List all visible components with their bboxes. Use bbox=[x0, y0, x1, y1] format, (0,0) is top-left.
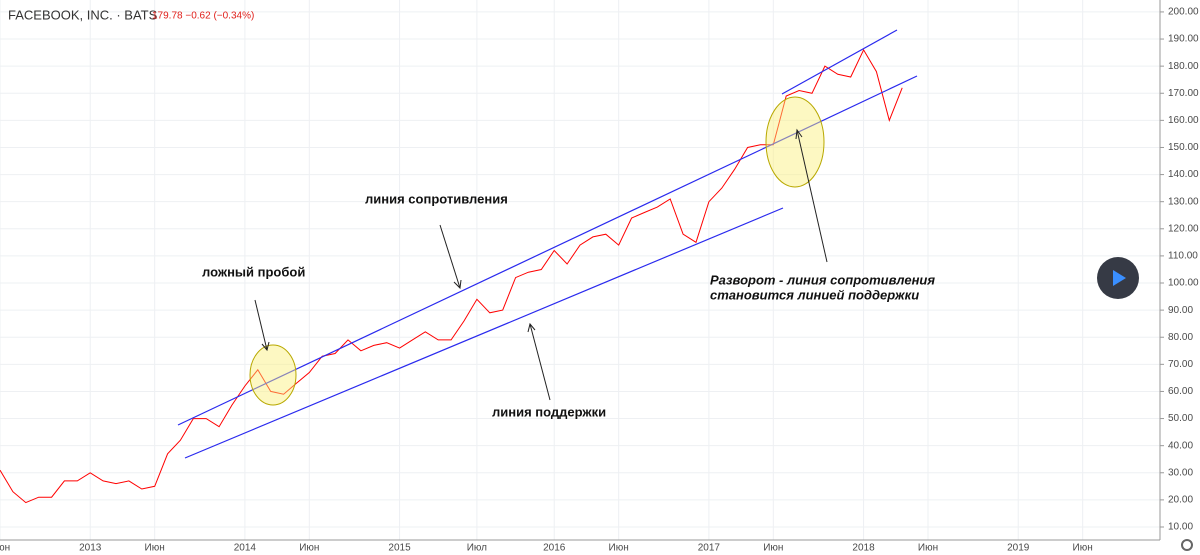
x-tick-label: 2019 bbox=[1007, 543, 1030, 554]
y-tick-label: 150.00 bbox=[1168, 142, 1199, 153]
x-tick-label: 2018 bbox=[852, 543, 875, 554]
x-tick-label: 2016 bbox=[543, 543, 566, 554]
y-tick-label: 130.00 bbox=[1168, 196, 1199, 207]
x-tick-label: Июн bbox=[1073, 543, 1093, 554]
x-tick-label: Июн bbox=[0, 543, 10, 554]
annotation: линия сопротивления bbox=[365, 191, 508, 206]
highlight bbox=[249, 344, 297, 406]
x-tick-label: Июн bbox=[299, 543, 319, 554]
y-tick-label: 80.00 bbox=[1168, 332, 1193, 343]
support-line bbox=[184, 207, 784, 459]
y-tick-label: 70.00 bbox=[1168, 359, 1193, 370]
x-tick-label: Июн bbox=[145, 543, 165, 554]
x-tick-label: Июн bbox=[763, 543, 783, 554]
y-tick-label: 170.00 bbox=[1168, 88, 1199, 99]
y-tick-label: 60.00 bbox=[1168, 386, 1193, 397]
x-tick-label: Июн bbox=[609, 543, 629, 554]
chart-title: FACEBOOK, INC. · BATS bbox=[8, 7, 158, 22]
y-tick-label: 30.00 bbox=[1168, 467, 1193, 478]
y-tick-label: 200.00 bbox=[1168, 7, 1199, 18]
y-tick-label: 160.00 bbox=[1168, 115, 1199, 126]
y-tick-label: 90.00 bbox=[1168, 305, 1193, 316]
x-tick-label: Июн bbox=[918, 543, 938, 554]
x-tick-label: 2015 bbox=[388, 543, 411, 554]
settings-icon[interactable] bbox=[1181, 539, 1193, 551]
x-tick-label: 2017 bbox=[698, 543, 721, 554]
grid bbox=[0, 0, 1160, 540]
annotation: линия поддержки bbox=[492, 404, 606, 419]
y-tick-label: 20.00 bbox=[1168, 495, 1193, 506]
annotation: Разворот - линия сопротивления bbox=[710, 272, 935, 287]
x-tick-label: 2013 bbox=[79, 543, 102, 554]
price-line bbox=[0, 48, 903, 504]
annotation: ложный пробой bbox=[202, 264, 305, 279]
y-tick-label: 190.00 bbox=[1168, 34, 1199, 45]
channel-line bbox=[781, 29, 898, 95]
play-icon bbox=[1113, 270, 1126, 286]
y-tick-label: 180.00 bbox=[1168, 61, 1199, 72]
y-tick-label: 50.00 bbox=[1168, 413, 1193, 424]
quote: 179.78 −0.62 (−0.34%) bbox=[152, 11, 254, 22]
y-tick-label: 10.00 bbox=[1168, 522, 1193, 533]
y-tick-label: 110.00 bbox=[1168, 251, 1198, 262]
highlight bbox=[765, 96, 825, 188]
y-tick-label: 40.00 bbox=[1168, 440, 1193, 451]
resistance-line bbox=[177, 75, 918, 426]
y-tick-label: 120.00 bbox=[1168, 223, 1199, 234]
y-tick-label: 140.00 bbox=[1168, 169, 1199, 180]
x-tick-label: 2014 bbox=[234, 543, 257, 554]
marks bbox=[0, 48, 903, 504]
axes: 10.00 20.00 30.00 40.00 50.00 60.00 70.00 80.00… bbox=[0, 7, 1199, 554]
y-tick-label: 100.00 bbox=[1168, 278, 1199, 289]
annotation: становится линией поддержки bbox=[710, 287, 919, 302]
arrows bbox=[254, 128, 828, 401]
x-tick-label: Июл bbox=[467, 543, 487, 554]
